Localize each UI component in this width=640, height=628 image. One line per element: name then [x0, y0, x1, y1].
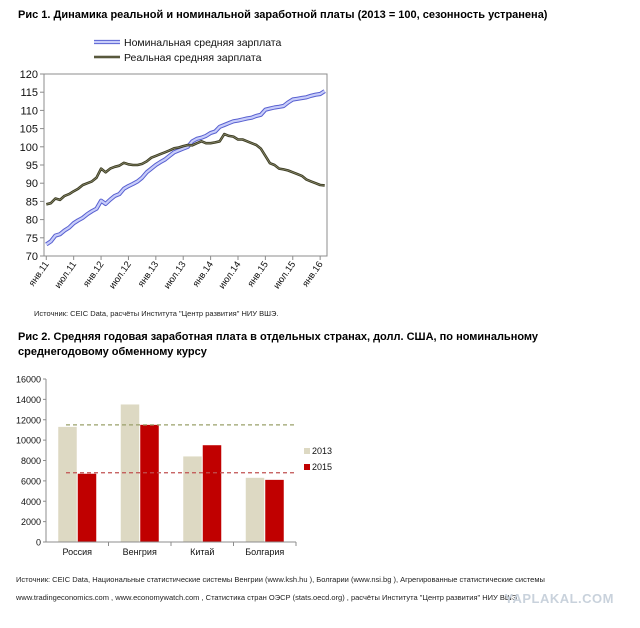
y-tick-label: 105	[20, 124, 38, 136]
y-tick-label: 6000	[21, 476, 41, 486]
legend-label: Реальная средняя зарплата	[124, 52, 262, 64]
legend-label: Номинальная средняя зарплата	[124, 37, 282, 49]
legend-swatch	[304, 448, 310, 454]
y-tick-label: 95	[26, 160, 38, 172]
y-tick-label: 10000	[16, 436, 41, 446]
x-category-label: Россия	[62, 547, 92, 557]
legend-label: 2015	[312, 462, 332, 472]
bar-2015	[265, 479, 284, 542]
x-category-label: Венгрия	[123, 547, 157, 557]
y-tick-label: 115	[20, 87, 38, 99]
figure1-source: Источник: CEIC Data, расчёты Института "…	[34, 309, 279, 318]
y-tick-label: 12000	[16, 415, 41, 425]
y-tick-label: 110	[20, 105, 38, 117]
bar-2015	[77, 473, 97, 542]
y-tick-label: 90	[26, 178, 38, 190]
nominal-wage-line	[45, 90, 326, 246]
figure1-title: Рис 1. Динамика реальной и номинальной з…	[18, 9, 548, 21]
x-category-label: Китай	[190, 547, 214, 557]
y-tick-label: 16000	[16, 375, 41, 385]
y-tick-label: 80	[26, 215, 38, 227]
y-tick-label: 0	[36, 538, 41, 548]
legend-swatch	[304, 464, 310, 470]
y-tick-label: 85	[26, 196, 38, 208]
bar-2015	[140, 424, 159, 542]
bar-2013	[245, 477, 265, 542]
bar-2015	[202, 445, 222, 542]
y-tick-label: 2000	[21, 517, 41, 527]
y-tick-label: 100	[20, 142, 38, 154]
bar-2013	[183, 456, 202, 542]
real-wage-line	[46, 133, 325, 205]
figure2-source-line2: www.tradingeconomics.com , www.economywa…	[16, 593, 518, 602]
y-tick-label: 70	[26, 251, 38, 263]
y-tick-label: 75	[26, 233, 38, 245]
figure2-title: Рис 2. Средняя годовая заработная плата …	[18, 331, 539, 358]
watermark: YAPLAKAL.COM	[504, 591, 614, 606]
y-tick-label: 8000	[21, 456, 41, 466]
y-tick-label: 120	[20, 69, 38, 81]
bar-2013	[58, 426, 77, 542]
x-category-label: Болгария	[245, 547, 284, 557]
y-tick-label: 4000	[21, 497, 41, 507]
legend-label: 2013	[312, 446, 332, 456]
figure2-source-line1: Источник: CEIC Data, Национальные статис…	[16, 575, 545, 584]
y-tick-label: 14000	[16, 395, 41, 405]
